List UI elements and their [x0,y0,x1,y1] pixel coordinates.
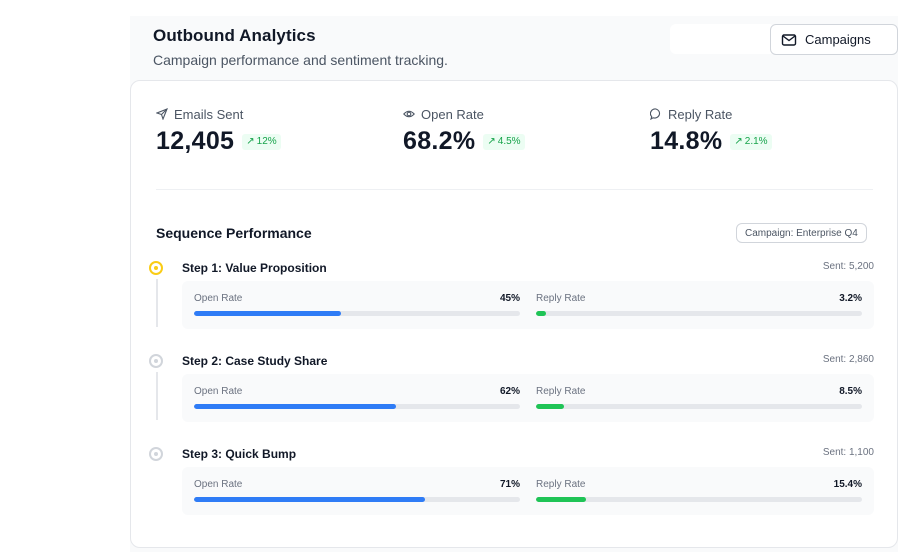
bar-label: Open Rate [194,386,243,397]
step-name: Step 2: Case Study Share [182,354,328,368]
step-metrics-panel: Open Rate 62% Reply Rate 8.5% [182,374,874,422]
trend-value: 2.1% [744,136,768,147]
metric-open-rate: Open Rate 68.2% ↗ 4.5% [403,105,633,156]
trend-value: 12% [256,136,277,147]
reply-rate-bar-group: Reply Rate 8.5% [536,374,862,422]
metrics-row: Emails Sent 12,405 ↗ 12% Open Rate [156,105,876,165]
open-rate-bar-group: Open Rate 62% [194,374,520,422]
eye-icon [403,108,415,120]
metric-emails-sent: Emails Sent 12,405 ↗ 12% [156,105,386,156]
open-rate-fill [194,497,426,502]
progress-track [194,404,520,409]
campaigns-button[interactable]: Campaigns [770,24,898,55]
header-placeholder-box [670,24,775,54]
bar-value: 62% [499,386,520,397]
open-rate-fill [194,404,397,409]
page-title: Outbound Analytics [153,26,316,45]
step-name: Step 3: Quick Bump [182,447,297,461]
arrow-up-right-icon: ↗ [246,136,255,147]
campaign-filter-tag[interactable]: Campaign: Enterprise Q4 [736,223,867,243]
step-metrics-panel: Open Rate 45% Reply Rate 3.2% [182,281,874,329]
reply-rate-fill [536,404,564,409]
bar-label: Open Rate [194,293,243,304]
sequence-step: Step 3: Quick Bump Sent: 1,100 Open Rate… [131,447,899,527]
analytics-app: Outbound Analytics Campaign performance … [130,16,898,552]
trend-badge: ↗ 2.1% [730,133,772,150]
bar-label: Open Rate [194,479,243,490]
step-sent-count: Sent: 5,200 [822,261,874,272]
metric-reply-rate: Reply Rate 14.8% ↗ 2.1% [650,105,880,156]
bar-value: 8.5% [839,386,862,397]
open-rate-bar-group: Open Rate 71% [194,467,520,515]
sequence-step: Step 1: Value Proposition Sent: 5,200 Op… [131,261,899,341]
section-title: Sequence Performance [156,225,312,241]
bar-value: 3.2% [839,293,862,304]
progress-track [536,404,862,409]
metric-label: Open Rate [421,106,484,122]
step-name: Step 1: Value Proposition [182,261,327,275]
bar-label: Reply Rate [536,293,586,304]
campaigns-button-label: Campaigns [805,32,871,47]
arrow-up-right-icon: ↗ [734,136,743,147]
mail-icon [781,32,797,48]
bar-label: Reply Rate [536,479,586,490]
metric-label: Reply Rate [668,106,733,122]
progress-track [194,311,520,316]
step-metrics-panel: Open Rate 71% Reply Rate 15.4% [182,467,874,515]
send-icon [156,108,168,120]
metric-value: 68.2% [403,127,476,155]
page-header: Outbound Analytics Campaign performance … [130,16,898,80]
open-rate-bar-group: Open Rate 45% [194,281,520,329]
trend-badge: ↗ 4.5% [483,133,525,150]
metric-label: Emails Sent [174,106,244,122]
step-connector-line [156,279,158,327]
reply-rate-bar-group: Reply Rate 3.2% [536,281,862,329]
trend-badge: ↗ 12% [242,133,281,150]
bar-value: 45% [499,293,520,304]
metric-value: 14.8% [650,127,723,155]
analytics-card: Emails Sent 12,405 ↗ 12% Open Rate [130,80,898,548]
step-sent-count: Sent: 2,860 [822,354,874,365]
step-indicator-dot [149,261,163,275]
metric-value: 12,405 [156,127,235,155]
arrow-up-right-icon: ↗ [487,136,496,147]
reply-rate-bar-group: Reply Rate 15.4% [536,467,862,515]
open-rate-fill [194,311,341,316]
step-connector-line [156,372,158,420]
step-sent-count: Sent: 1,100 [822,447,874,458]
page-subtitle: Campaign performance and sentiment track… [153,52,448,68]
bar-value: 15.4% [833,479,862,490]
bar-value: 71% [499,479,520,490]
bar-label: Reply Rate [536,386,586,397]
reply-rate-fill [536,311,547,316]
section-divider [156,189,873,190]
progress-track [536,497,862,502]
step-indicator-dot [149,354,163,368]
trend-value: 4.5% [497,136,521,147]
chat-bubble-icon [650,108,662,120]
step-indicator-dot [149,447,163,461]
progress-track [194,497,520,502]
reply-rate-fill [536,497,587,502]
progress-track [536,311,862,316]
sequence-step: Step 2: Case Study Share Sent: 2,860 Ope… [131,354,899,434]
